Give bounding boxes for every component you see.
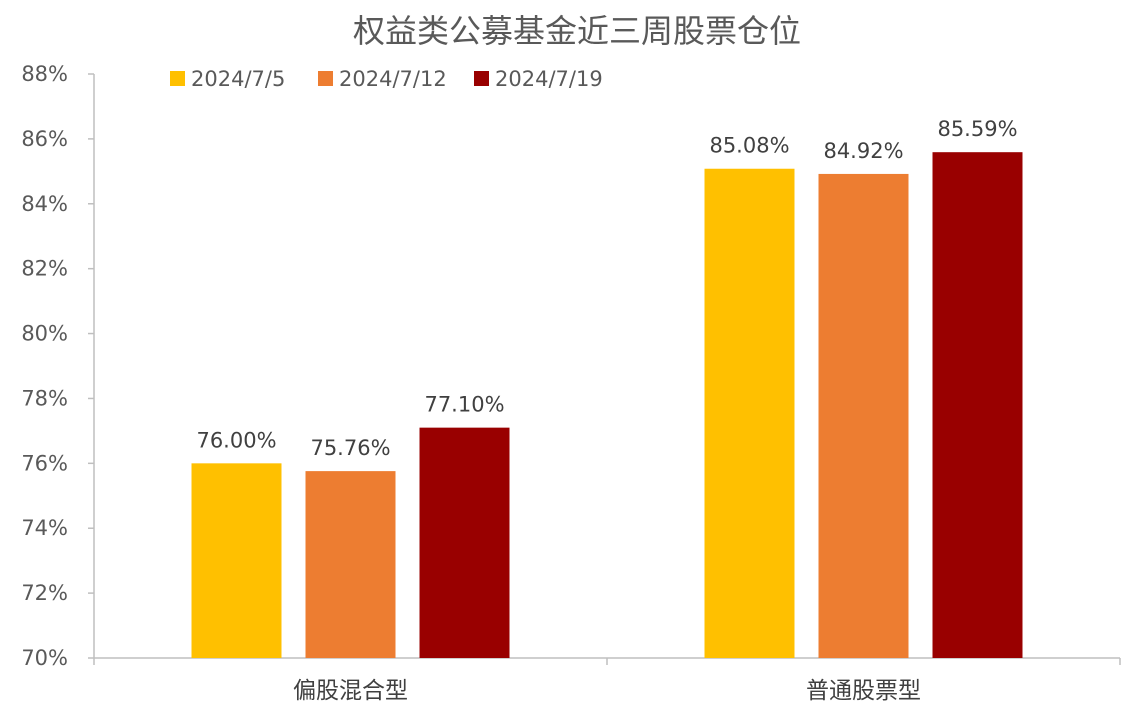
data-label: 85.08% bbox=[709, 134, 789, 158]
y-tick-label: 76% bbox=[21, 451, 68, 475]
legend: 2024/7/5 2024/7/12 2024/7/19 bbox=[170, 67, 603, 91]
data-labels: 76.00% 75.76% 77.10% 85.08% 84.92% 85.59% bbox=[196, 117, 1017, 460]
bar bbox=[818, 173, 909, 658]
y-tick-label: 88% bbox=[21, 62, 68, 86]
y-tick-label: 84% bbox=[21, 192, 68, 216]
bar bbox=[305, 471, 396, 658]
bar bbox=[704, 168, 795, 658]
y-tick-label: 72% bbox=[21, 581, 68, 605]
x-axis: 偏股混合型 普通股票型 bbox=[93, 657, 1121, 704]
bar bbox=[191, 463, 282, 658]
y-tick-label: 86% bbox=[21, 127, 68, 151]
y-tick-label: 74% bbox=[21, 516, 68, 540]
chart-title: 权益类公募基金近三周股票仓位 bbox=[353, 12, 801, 50]
legend-swatch bbox=[474, 71, 489, 86]
legend-swatch bbox=[318, 71, 333, 86]
legend-label: 2024/7/12 bbox=[339, 67, 447, 91]
data-label: 76.00% bbox=[196, 428, 276, 452]
legend-label: 2024/7/5 bbox=[191, 67, 285, 91]
y-tick-label: 70% bbox=[21, 646, 68, 670]
bar bbox=[419, 427, 510, 658]
data-label: 85.59% bbox=[937, 117, 1017, 141]
y-tick-label: 82% bbox=[21, 257, 68, 281]
y-tick-label: 80% bbox=[21, 322, 68, 346]
legend-swatch bbox=[170, 71, 185, 86]
data-label: 84.92% bbox=[823, 139, 903, 163]
bar bbox=[932, 152, 1023, 659]
data-label: 75.76% bbox=[310, 436, 390, 460]
data-label: 77.10% bbox=[424, 393, 504, 417]
x-category-label: 偏股混合型 bbox=[293, 678, 408, 704]
y-tick-label: 78% bbox=[21, 386, 68, 410]
legend-label: 2024/7/19 bbox=[495, 67, 603, 91]
y-axis: 70% 72% 74% 76% 78% 80% 82% 84% 86% 88% bbox=[21, 62, 95, 670]
bars bbox=[191, 152, 1023, 659]
x-category-label: 普通股票型 bbox=[806, 678, 921, 704]
